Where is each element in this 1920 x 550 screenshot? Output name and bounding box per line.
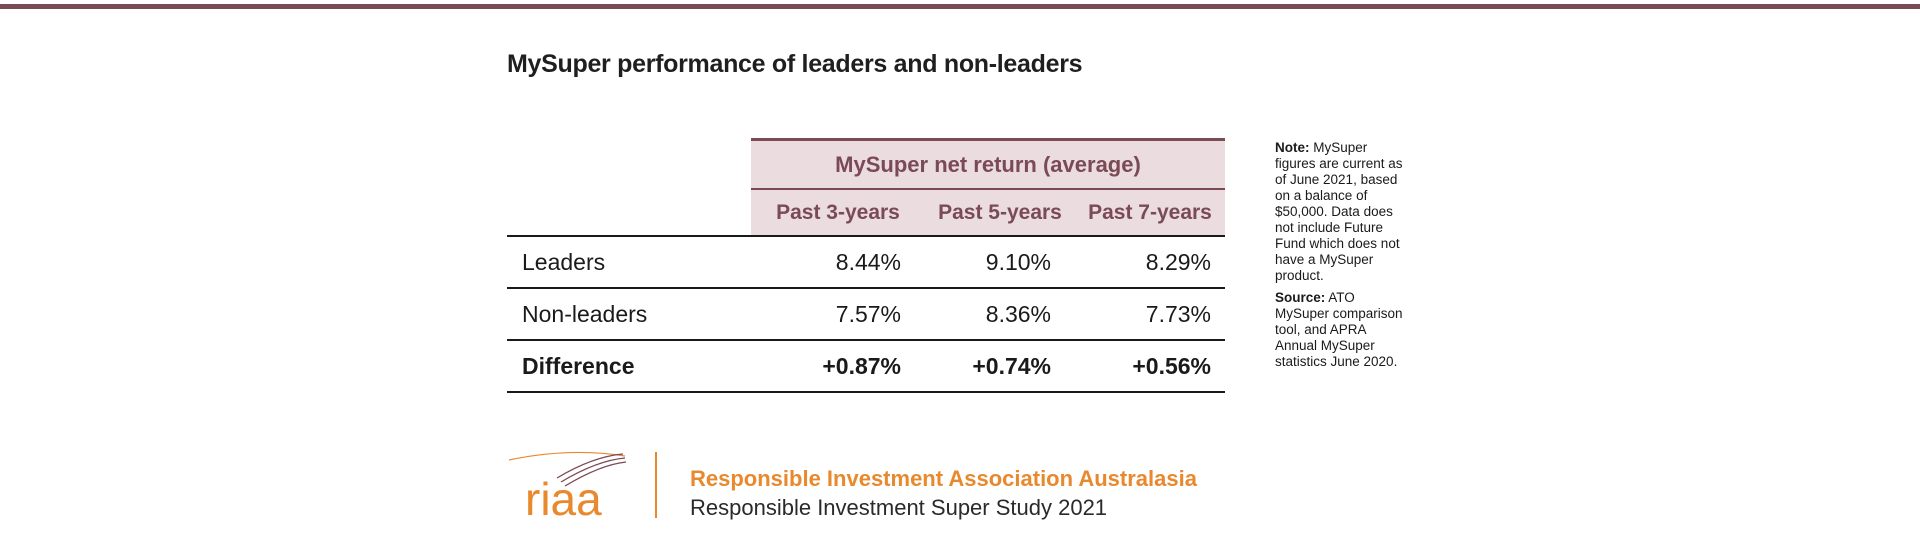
page-title: MySuper performance of leaders and non-l… xyxy=(507,50,1083,78)
note-block: Note: MySuper figures are current as of … xyxy=(1275,140,1405,376)
table-cell: 9.10% xyxy=(985,249,1051,275)
source-paragraph: Source: ATO MySuper comparison tool, and… xyxy=(1275,290,1405,370)
table-cell: 7.73% xyxy=(1145,301,1211,327)
table-cell: +0.87% xyxy=(822,353,901,379)
table-row: Leaders 8.44% 9.10% 8.29% xyxy=(507,235,1225,287)
row-label: Difference xyxy=(522,353,635,379)
column-header-5yr: Past 5-years xyxy=(938,201,1062,224)
table-cell: 7.57% xyxy=(835,301,901,327)
column-header-3yr: Past 3-years xyxy=(776,201,900,224)
table-cell: 8.29% xyxy=(1145,249,1211,275)
riaa-logo: riaa xyxy=(508,451,627,520)
top-rule xyxy=(0,4,1920,9)
table-cell: +0.74% xyxy=(972,353,1051,379)
row-label: Leaders xyxy=(522,249,606,275)
table-cell: 8.44% xyxy=(835,249,901,275)
footer-divider xyxy=(655,452,657,518)
logo-text: riaa xyxy=(525,473,602,520)
table-row: Difference +0.87% +0.74% +0.56% xyxy=(507,339,1225,391)
table-cell: 8.36% xyxy=(985,301,1051,327)
column-header-7yr: Past 7-years xyxy=(1088,201,1212,224)
column-header-row: Past 3-years Past 5-years Past 7-years xyxy=(751,188,1225,236)
note-label: Note: xyxy=(1275,140,1310,155)
note-text: MySuper figures are current as of June 2… xyxy=(1275,140,1403,283)
organization-name: Responsible Investment Association Austr… xyxy=(690,466,1197,491)
source-label: Source: xyxy=(1275,290,1326,305)
table-cell: +0.56% xyxy=(1132,353,1211,379)
study-name: Responsible Investment Super Study 2021 xyxy=(690,495,1108,520)
table-bottom-rule xyxy=(507,391,1225,393)
row-label: Non-leaders xyxy=(522,301,648,327)
table-row: Non-leaders 7.57% 8.36% 7.73% xyxy=(507,287,1225,339)
group-header: MySuper net return (average) xyxy=(751,138,1225,188)
note-paragraph: Note: MySuper figures are current as of … xyxy=(1275,140,1405,284)
source-text: ATO MySuper comparison tool, and APRA An… xyxy=(1275,290,1403,369)
